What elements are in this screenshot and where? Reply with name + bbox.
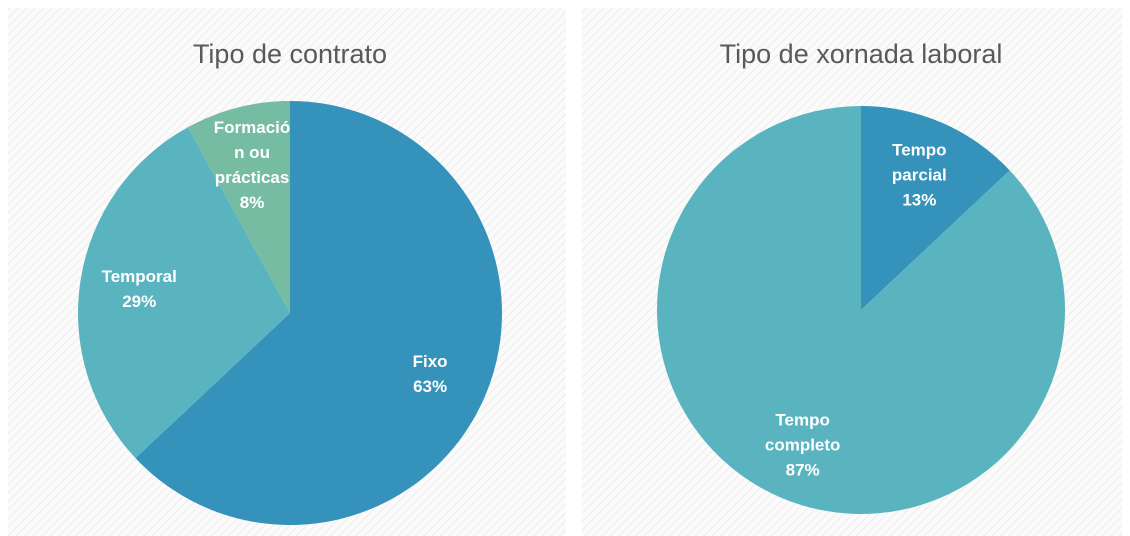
pie-slice [861, 106, 1010, 310]
pie-slice [187, 101, 290, 313]
slice-label: Tempo parcial 13% [877, 138, 961, 213]
pie-slice [77, 127, 290, 459]
slice-label-value: 87% [785, 460, 820, 480]
slice-label-name: Formación ou prácticas [213, 118, 291, 188]
slice-label: Formación ou prácticas 8% [210, 115, 294, 215]
slice-label-value: 13% [902, 190, 937, 210]
slice-label-value: 63% [413, 376, 448, 396]
pie-slice [657, 106, 1065, 514]
slice-label: Temporal 29% [97, 264, 181, 314]
slice-label-name: Fixo [412, 351, 448, 371]
slice-label: Tempo completo 87% [761, 407, 845, 482]
slice-label: Fixo 63% [388, 349, 472, 399]
slice-label-value: 8% [239, 193, 265, 213]
chart-title: Tipo de xornada laboral [720, 39, 1003, 69]
chart-title: Tipo de contrato [193, 39, 387, 69]
slice-label-name: Tempo parcial [891, 140, 947, 185]
slice-label-name: Temporal [101, 267, 177, 287]
slice-label-value: 29% [122, 292, 157, 312]
pie-slice [135, 101, 502, 525]
slice-label-name: Tempo completo [764, 410, 841, 455]
